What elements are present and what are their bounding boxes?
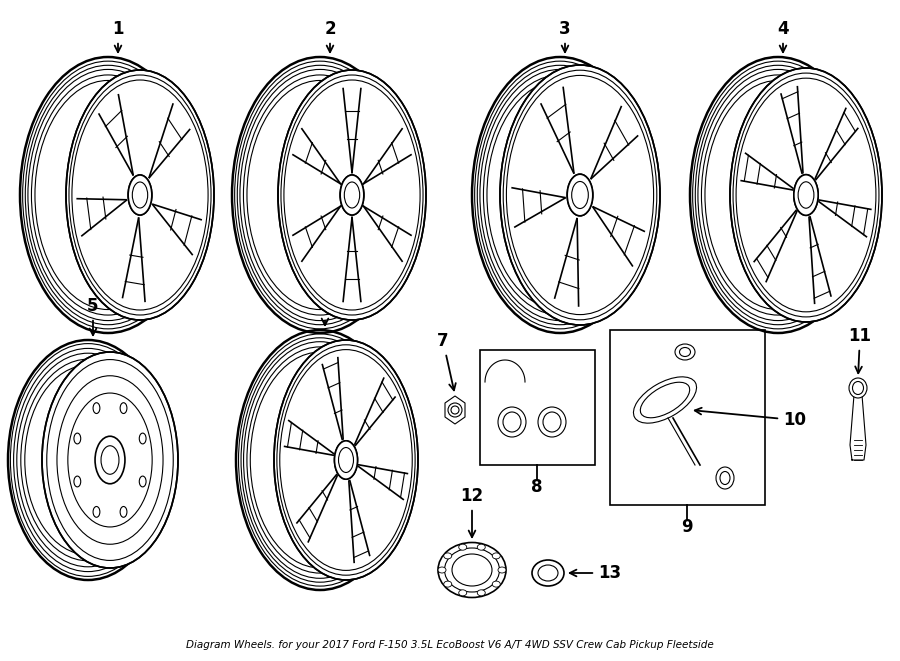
Ellipse shape	[794, 175, 818, 215]
Text: 10: 10	[695, 408, 806, 429]
Text: 12: 12	[461, 487, 483, 537]
Text: Diagram Wheels. for your 2017 Ford F-150 3.5L EcoBoost V6 A/T 4WD SSV Crew Cab P: Diagram Wheels. for your 2017 Ford F-150…	[186, 640, 714, 650]
Ellipse shape	[335, 441, 357, 479]
Ellipse shape	[42, 352, 178, 568]
Text: 8: 8	[531, 478, 543, 496]
Ellipse shape	[278, 70, 426, 320]
Ellipse shape	[567, 175, 593, 215]
Text: 1: 1	[112, 20, 124, 52]
Ellipse shape	[730, 68, 882, 322]
Text: 9: 9	[681, 518, 693, 536]
Ellipse shape	[492, 581, 500, 587]
Ellipse shape	[340, 175, 364, 215]
Ellipse shape	[128, 175, 152, 215]
Text: 5: 5	[87, 297, 99, 335]
Ellipse shape	[74, 433, 81, 444]
Ellipse shape	[340, 175, 364, 215]
Ellipse shape	[459, 544, 467, 550]
Ellipse shape	[444, 553, 452, 559]
Text: 13: 13	[570, 564, 621, 582]
Ellipse shape	[120, 506, 127, 518]
Ellipse shape	[500, 65, 660, 325]
Bar	[610, 330, 765, 505]
Text: 6: 6	[320, 297, 331, 325]
Ellipse shape	[794, 175, 818, 215]
Ellipse shape	[438, 567, 446, 573]
Ellipse shape	[93, 506, 100, 518]
Ellipse shape	[492, 553, 500, 559]
Ellipse shape	[274, 340, 418, 580]
Ellipse shape	[444, 581, 452, 587]
Bar	[480, 350, 595, 465]
Text: 7: 7	[437, 332, 455, 390]
Text: 11: 11	[849, 327, 871, 373]
Ellipse shape	[140, 433, 146, 444]
Text: 4: 4	[778, 20, 788, 52]
Ellipse shape	[477, 590, 485, 596]
Ellipse shape	[477, 544, 485, 550]
Ellipse shape	[498, 567, 506, 573]
Ellipse shape	[335, 441, 357, 479]
Ellipse shape	[95, 436, 125, 484]
Text: 2: 2	[324, 20, 336, 52]
Ellipse shape	[140, 476, 146, 487]
Polygon shape	[850, 395, 866, 460]
Ellipse shape	[567, 175, 593, 215]
Text: 3: 3	[559, 20, 571, 52]
Ellipse shape	[459, 590, 467, 596]
Ellipse shape	[128, 175, 152, 215]
Ellipse shape	[74, 476, 81, 487]
Ellipse shape	[849, 378, 867, 398]
Ellipse shape	[120, 403, 127, 414]
Ellipse shape	[66, 70, 214, 320]
Ellipse shape	[93, 403, 100, 414]
